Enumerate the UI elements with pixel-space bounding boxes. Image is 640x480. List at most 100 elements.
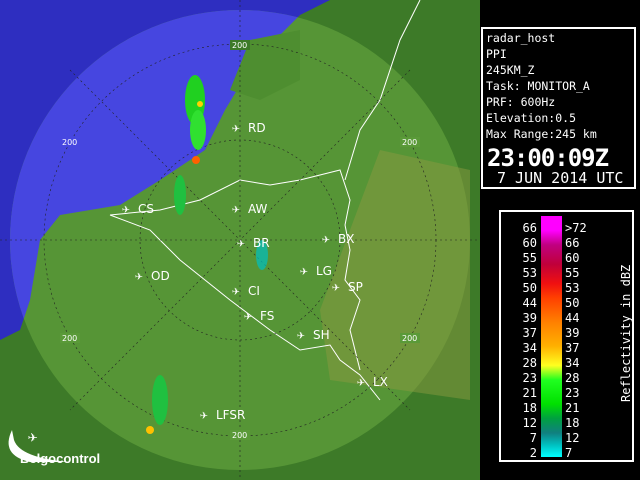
station-br[interactable]: ✈ BR [237,236,270,251]
station-label: AW [248,202,268,216]
svg-text:200: 200 [62,334,77,343]
legend-right-value: 60 [565,251,580,265]
legend-right-value: 53 [565,281,580,295]
station-bx[interactable]: ✈ BX [322,232,354,247]
date: 7 JUN 2014 UTC [497,169,624,187]
station-label: OD [151,269,170,283]
svg-text:Belgocontrol: Belgocontrol [20,451,100,466]
station-ci[interactable]: ✈ CI [232,284,260,299]
airport-icon: ✈ [300,264,308,279]
belgocontrol-logo: ✈ Belgocontrol [8,427,100,466]
legend-right-value: 39 [565,326,580,340]
time: 23:00:09Z [487,144,609,172]
sea-inside [10,10,330,340]
elevation: Elevation:0.5 [486,111,577,125]
station-label: LX [373,375,388,389]
station-label: CS [138,202,154,216]
station-label: SP [348,280,363,294]
legend-right-value: 21 [565,401,580,415]
legend-right-value: 18 [565,416,580,430]
airport-icon: ✈ [332,280,340,295]
legend-left-value: 53 [522,266,537,280]
product-name: 245KM_Z [486,63,535,77]
precipitation-echoes [146,75,268,434]
station-lg[interactable]: ✈ LG [300,264,332,279]
legend-right-value: >72 [565,221,587,235]
max-range: Max Range:245 km [486,127,597,141]
task: Task: MONITOR_A [486,79,590,93]
station-od[interactable]: ✈ OD [135,269,170,284]
prf: PRF: 600Hz [486,95,556,109]
legend-left-value: 23 [522,371,537,385]
legend-right-value: 44 [565,311,580,325]
svg-text:200: 200 [232,431,247,440]
airport-icon: ✈ [237,236,245,251]
station-label: LFSR [216,408,245,422]
airport-icon: ✈ [135,269,143,284]
airport-icon: ✈ [232,284,240,299]
station-lfsr[interactable]: ✈ LFSR [200,408,245,423]
station-sp[interactable]: ✈ SP [332,280,363,295]
legend-left-value: 66 [522,221,537,235]
airport-icon: ✈ [244,309,252,324]
station-cs[interactable]: ✈ CS [122,202,154,217]
svg-text:200: 200 [232,41,247,50]
legend-left-value: 44 [522,296,537,310]
airport-icon: ✈ [122,202,130,217]
airport-icon: ✈ [297,328,305,343]
station-rd[interactable]: ✈ RD [232,121,266,136]
station-aw[interactable]: ✈ AW [232,202,268,217]
legend-left-value: 2 [529,446,537,460]
airport-icon: ✈ [357,375,365,390]
legend-right-value: 12 [565,431,580,445]
radar-map[interactable]: 200 200 200 200 200 200 ✈ RD✈ CS ✈ AW✈ BR ✈ BX✈… [0,0,480,480]
legend-right-value: 7 [565,446,573,460]
range-ring-labels: 200 200 200 200 200 200 [60,40,420,440]
color-scale-bar [541,216,562,457]
airport-icon: ✈ [200,408,208,423]
host-name: radar_host [486,31,556,45]
svg-text:200: 200 [402,334,417,343]
range-grid [0,0,480,480]
airport-icon: ✈ [232,202,240,217]
station-sh[interactable]: ✈ SH [297,328,330,343]
legend-right-value: 50 [565,296,580,310]
color-legend: 66 >72 60 66 55 60 53 55 50 53 44 50 39 44 37 39 34 37 28 3… [499,210,634,462]
info-panel: radar_host PPI 245KM_Z Task: MONITOR_A P… [481,27,636,189]
legend-right-value: 28 [565,371,580,385]
legend-unit: Reflectivity in dBZ [619,264,633,402]
legend-left-value: 18 [522,401,537,415]
legend-right-value: 34 [565,356,580,370]
legend-right-value: 23 [565,386,580,400]
product-type: PPI [486,47,507,61]
station-fs[interactable]: ✈ FS [244,309,274,324]
legend-left-value: 34 [522,341,537,355]
legend-left-value: 55 [522,251,537,265]
legend-left-value: 50 [522,281,537,295]
legend-left-value: 37 [522,326,537,340]
ardennes-terrain [320,150,470,400]
legend-left-value: 39 [522,311,537,325]
station-label: LG [316,264,332,278]
airplane-icon: ✈ [28,427,38,446]
svg-text:200: 200 [62,138,77,147]
legend-right-value: 37 [565,341,580,355]
station-label: RD [248,121,266,135]
legend-left-value: 7 [529,431,537,445]
station-label: SH [313,328,330,342]
country-borders [109,0,421,401]
legend-left-value: 12 [522,416,537,430]
svg-text:200: 200 [402,138,417,147]
station-lx[interactable]: ✈ LX [357,375,388,390]
logo-swoosh [8,430,71,462]
legend-right-value: 55 [565,266,580,280]
station-label: FS [260,309,274,323]
legend-left-value: 60 [522,236,537,250]
legend-left-value: 21 [522,386,537,400]
station-label: CI [248,284,260,298]
legend-right-value: 66 [565,236,580,250]
airport-icon: ✈ [322,232,330,247]
airport-icon: ✈ [232,121,240,136]
station-label: BR [253,236,270,250]
legend-left-value: 28 [522,356,537,370]
